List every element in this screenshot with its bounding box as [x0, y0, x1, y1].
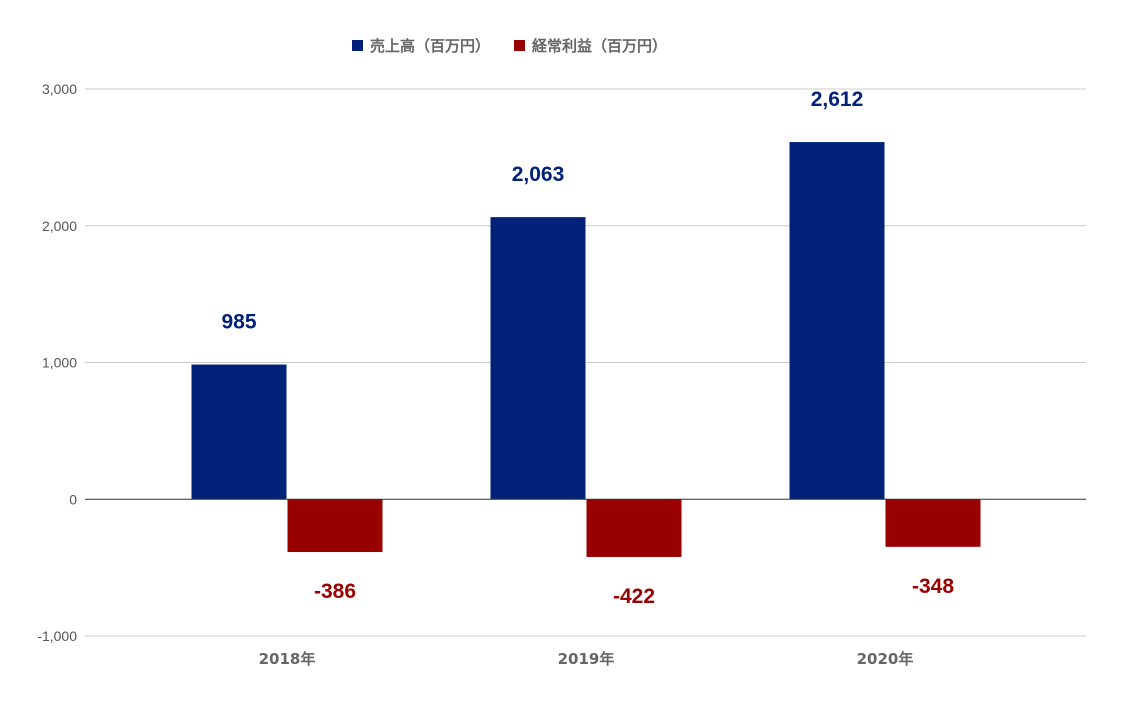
legend-swatch — [352, 40, 363, 51]
label-layer: 985 2,063 2,612 -386 -422 -348 — [221, 88, 954, 608]
x-category-label: 2018年 — [259, 650, 316, 668]
y-tick-label: 2,000 — [42, 218, 77, 234]
legend-swatch — [514, 40, 525, 51]
bar-ordinary-profit-2020年 — [885, 499, 981, 547]
data-label: 985 — [221, 311, 256, 334]
bar-layer — [191, 142, 981, 557]
bar-sales-2019年 — [490, 217, 586, 500]
y-tick-label: 1,000 — [42, 355, 77, 371]
bar-sales-2020年 — [789, 142, 885, 500]
legend-item: 経常利益（百万円） — [514, 37, 667, 55]
x-category-label: 2019年 — [558, 650, 615, 668]
legend-label: 経常利益（百万円） — [532, 37, 667, 55]
bar-ordinary-profit-2018年 — [287, 499, 383, 553]
data-label: 2,612 — [811, 88, 864, 111]
legend-item: 売上高（百万円） — [352, 37, 490, 55]
axis-layer: 3,000 2,000 1,000 0 -1,000 2018年 2019年 2020年 — [37, 81, 913, 668]
legend: 売上高（百万円） 経常利益（百万円） — [352, 37, 667, 55]
data-label: -386 — [314, 580, 356, 603]
bar-ordinary-profit-2019年 — [586, 499, 682, 557]
data-label: -348 — [912, 575, 954, 598]
y-tick-label: -1,000 — [37, 628, 77, 644]
data-label: -422 — [613, 585, 655, 608]
legend-label: 売上高（百万円） — [370, 37, 490, 55]
y-tick-label: 0 — [69, 491, 77, 507]
y-tick-label: 3,000 — [42, 81, 77, 97]
x-category-label: 2020年 — [857, 650, 914, 668]
data-label: 2,063 — [512, 163, 565, 186]
bar-sales-2018年 — [191, 364, 287, 500]
